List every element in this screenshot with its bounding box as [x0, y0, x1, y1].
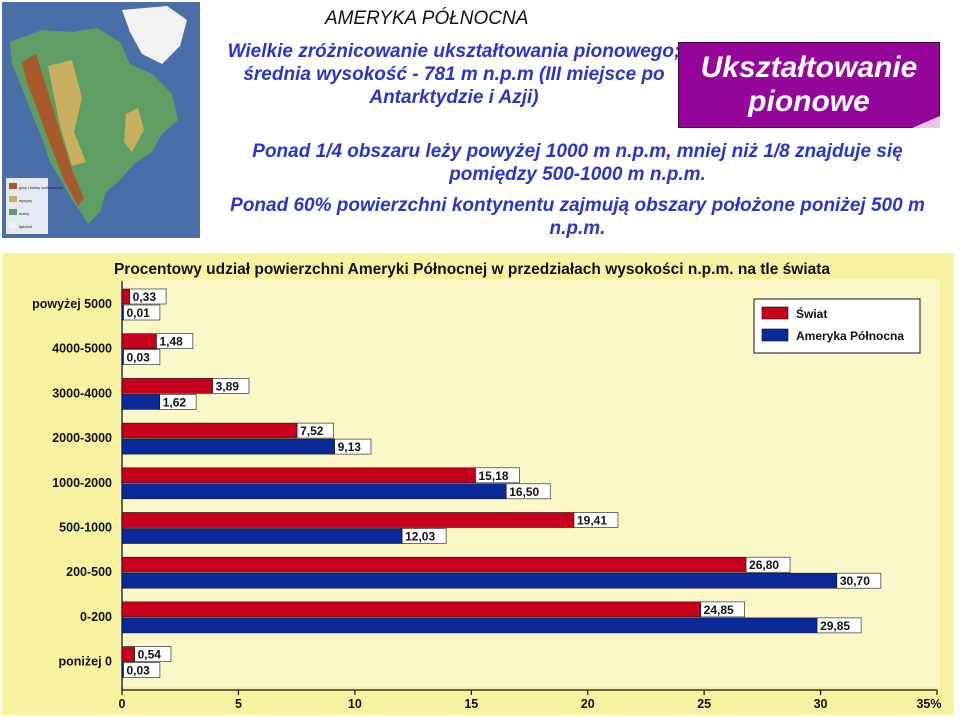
- bar-north-america: [121, 572, 838, 589]
- category-label: powyżej 5000: [32, 297, 112, 311]
- category-label: 500-1000: [59, 521, 112, 535]
- data-label-box: [123, 349, 161, 365]
- data-label-box: [745, 556, 791, 573]
- map-legend-label: lądolód: [19, 224, 32, 229]
- x-tick-label: 0: [119, 697, 126, 711]
- data-label-box: [159, 394, 197, 410]
- data-label: 19,41: [577, 514, 607, 528]
- map-legend-label: góry i koliny wulkaniczne: [19, 185, 64, 190]
- data-label: 26,80: [749, 558, 779, 572]
- data-label-box: [134, 646, 172, 662]
- region-title: AMERYKA PÓŁNOCNA: [325, 8, 529, 29]
- intro-text: Wielkie zróżnicowanie ukształtowania pio…: [227, 41, 681, 108]
- data-label-box: [816, 617, 862, 634]
- topic-box: Ukształtowanie pionowe: [678, 42, 940, 128]
- bar-world: [121, 422, 298, 439]
- data-label: 1,62: [163, 395, 187, 409]
- data-label: 0,03: [127, 351, 151, 365]
- x-tick-label: 20: [581, 697, 595, 711]
- bar-north-america: [121, 617, 818, 634]
- x-tick-label: 35%: [916, 697, 941, 711]
- bar-north-america: [121, 438, 335, 455]
- bar-world: [121, 288, 130, 305]
- bar-north-america: [121, 394, 161, 410]
- data-label-box: [123, 304, 161, 321]
- bar-world: [121, 333, 157, 349]
- x-tick-label: 30: [814, 697, 828, 711]
- data-label-box: [401, 528, 447, 544]
- description-1: Ponad 1/4 obszaru leży powyżej 1000 m n.…: [252, 141, 903, 185]
- data-label-box: [475, 467, 520, 484]
- data-label: 0,03: [127, 664, 151, 678]
- map-legend-label: wyżyny: [19, 198, 32, 203]
- data-label: 7,52: [300, 424, 324, 438]
- bar-world: [121, 378, 213, 394]
- map-legend-swatch: [9, 209, 17, 215]
- data-label: 30,70: [840, 574, 870, 588]
- map-cordillera: [22, 54, 84, 206]
- map-legend-label: niziny: [19, 211, 29, 216]
- data-label: 1,48: [159, 335, 183, 349]
- data-label: 9,13: [338, 440, 362, 454]
- data-label-box: [505, 483, 551, 500]
- legend-label: Ameryka Północna: [796, 329, 904, 343]
- category-label: poniżej 0: [59, 655, 113, 669]
- data-label: 12,03: [405, 530, 435, 544]
- data-label: 3,89: [216, 379, 240, 393]
- bar-world: [121, 601, 701, 618]
- map-appalachians: [124, 108, 144, 152]
- topic-box-fold: [912, 116, 940, 128]
- data-label: 29,85: [820, 619, 850, 633]
- elevation-bar-chart: Procentowy udział powierzchni Ameryki Pó…: [2, 253, 954, 715]
- legend-label: Świat: [796, 306, 827, 321]
- data-label: 0,01: [127, 306, 151, 320]
- data-label-box: [129, 288, 167, 305]
- data-label: 24,85: [704, 603, 734, 617]
- bar-world: [121, 556, 747, 573]
- data-label-box: [296, 422, 334, 439]
- bar-world: [121, 512, 575, 528]
- bar-north-america: [121, 528, 403, 544]
- data-label-box: [334, 438, 372, 455]
- category-label: 3000-4000: [52, 386, 112, 400]
- data-label-box: [573, 512, 619, 528]
- category-label: 1000-2000: [52, 476, 112, 490]
- data-label: 15,18: [478, 469, 508, 483]
- legend-swatch: [761, 306, 789, 320]
- map-legend-swatch: [9, 196, 17, 202]
- x-tick-label: 15: [464, 697, 478, 711]
- data-label-box: [212, 378, 250, 394]
- data-label-box: [156, 333, 194, 349]
- data-label: 0,33: [133, 290, 157, 304]
- x-tick-label: 25: [697, 697, 711, 711]
- data-label-box: [700, 601, 745, 618]
- x-tick-label: 5: [235, 697, 242, 711]
- x-tick-label: 10: [348, 697, 362, 711]
- data-label-box: [123, 662, 161, 678]
- category-label: 0-200: [80, 610, 112, 624]
- category-label: 2000-3000: [52, 431, 112, 445]
- data-label-box: [836, 572, 882, 589]
- legend-swatch: [761, 328, 789, 342]
- bar-world: [121, 467, 476, 484]
- bar-world: [121, 646, 135, 662]
- chart-title: Procentowy udział powierzchni Ameryki Pó…: [114, 261, 830, 278]
- category-label: 200-500: [66, 565, 112, 579]
- map-greenland-ice: [122, 6, 187, 64]
- description-2: Ponad 60% powierzchni kontynentu zajmują…: [230, 195, 925, 239]
- north-america-relief-map: góry i koliny wulkaniczne wyżyny niziny …: [2, 2, 200, 238]
- data-label: 0,54: [138, 648, 162, 662]
- data-label: 16,50: [509, 485, 539, 499]
- bar-north-america: [121, 483, 507, 500]
- map-legend-swatch: [9, 183, 17, 189]
- map-uplands: [48, 60, 86, 166]
- category-label: 4000-5000: [52, 342, 112, 356]
- map-legend-swatch: [9, 222, 17, 228]
